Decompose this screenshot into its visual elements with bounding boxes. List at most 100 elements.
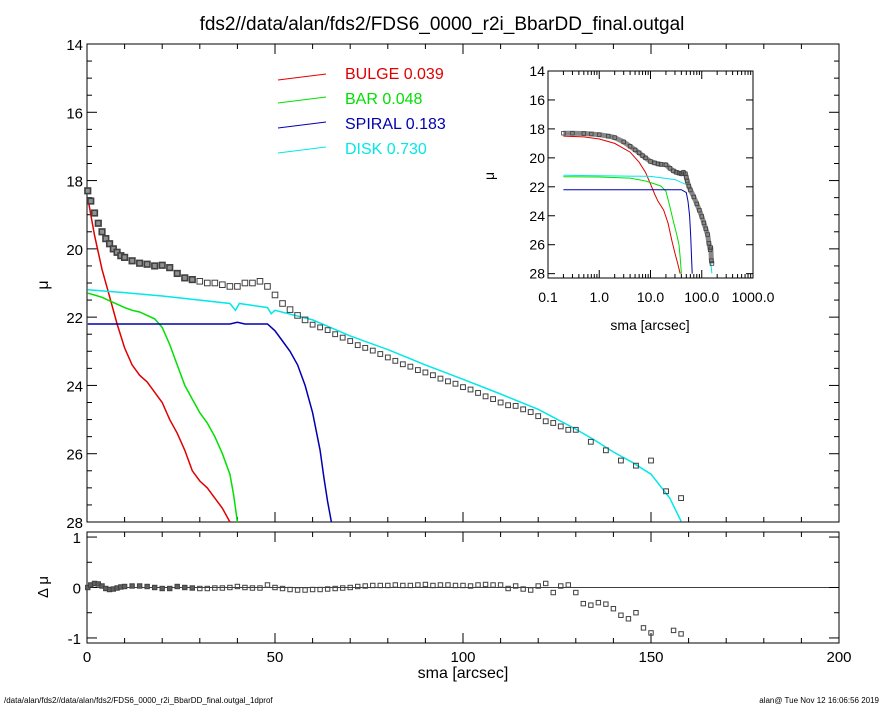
inset-data-point [597, 132, 602, 137]
main-data-point [158, 261, 166, 269]
inset-background [548, 71, 753, 278]
main-data-point [324, 327, 331, 334]
main-series-group [84, 187, 684, 523]
residual-data-point [362, 583, 368, 589]
residual-series-group [85, 580, 684, 637]
main-data-point [256, 277, 264, 285]
main-ytick-label: 24 [66, 378, 83, 395]
legend-label-spiral: SPIRAL 0.183 [345, 116, 446, 133]
residual-data-point [475, 582, 481, 588]
inset-series-bar [563, 176, 682, 274]
inset-data-point [655, 161, 661, 167]
legend-swatch-disk [277, 146, 327, 154]
main-data-point [678, 495, 684, 502]
inset-series-bulge [563, 135, 681, 274]
inset-ytick-label: 28 [529, 266, 545, 282]
main-data-point [437, 375, 444, 382]
legend-swatch-bar [277, 96, 327, 104]
inset-data-point [697, 208, 702, 213]
main-data-point [219, 281, 226, 289]
residual-data-point [242, 584, 248, 591]
residual-data-point [640, 625, 647, 631]
main-data-point [512, 403, 519, 409]
inset-data-point [691, 194, 697, 200]
residual-data-point [633, 610, 639, 616]
residual-data-point [550, 589, 556, 596]
residual-data-point [272, 584, 278, 591]
legend: BULGE 0.039 BAR 0.048 SPIRAL 0.183 DISK 0.7… [277, 66, 446, 158]
residual-data-point [422, 581, 429, 588]
inset-data-point [701, 220, 707, 226]
inset-xtick-label: 100.0 [684, 289, 719, 305]
residual-data-point [573, 589, 579, 596]
main-data-point [362, 344, 369, 351]
residual-data-point [648, 630, 654, 636]
residual-data-point [151, 584, 158, 591]
main-data-point [407, 363, 414, 370]
inset-ytick-label: 18 [529, 121, 545, 137]
residual-data-point [355, 583, 361, 590]
inset-data-point [688, 187, 693, 193]
main-data-point [94, 219, 102, 227]
residual-data-point [527, 587, 534, 593]
legend-label-disk: DISK 0.730 [345, 141, 427, 158]
residual-xtick-label: 150 [638, 649, 663, 666]
main-data-point [377, 351, 384, 357]
inset-data-point [627, 144, 633, 149]
residual-data-point [407, 582, 414, 589]
main-data-point [399, 361, 406, 368]
main-data-point [309, 321, 316, 328]
residual-data-point [294, 587, 301, 593]
main-data-point [482, 393, 489, 400]
inset-data-point [606, 133, 611, 139]
inset-xtick-label: 1.0 [590, 289, 610, 305]
residual-data-point [264, 582, 271, 588]
residual-x-axis-label: sma [arcsec] [418, 665, 509, 682]
residual-data-point [249, 585, 256, 591]
residual-x-axis: 0 50 100 150 200 [83, 532, 852, 666]
inset-data-point [699, 214, 704, 219]
inset-log-panel: 14 16 18 20 22 24 26 28 0.1 1.0 10.0 100.0 1000.0 μ… [481, 63, 775, 333]
inset-data-point [694, 201, 699, 207]
main-data-point [211, 279, 219, 287]
main-data-point [414, 367, 421, 373]
inset-ytick-label: 24 [529, 208, 545, 224]
inset-y-axis: 14 16 18 20 22 24 26 28 [529, 63, 753, 282]
residual-data-point [670, 627, 677, 634]
main-series-bar [87, 292, 239, 523]
residual-data-point [257, 585, 263, 591]
main-data-point [587, 438, 594, 445]
residual-data-point [490, 582, 496, 588]
inset-data-point [705, 232, 710, 237]
main-data-point [505, 402, 512, 409]
main-data-point [475, 390, 481, 396]
residual-panel: 10-1 0 50 100 150 200 Δ μ sma [arcsec] [35, 530, 852, 682]
residual-data-point [558, 583, 564, 589]
main-data-point [422, 369, 429, 376]
main-data-point [332, 331, 339, 338]
inset-data-point [706, 241, 712, 246]
residual-ytick-label: -1 [68, 631, 81, 648]
main-ytick-label: 22 [66, 310, 83, 327]
residual-data-point [279, 585, 286, 592]
main-data-point [633, 462, 639, 469]
main-data-point [527, 409, 534, 415]
inset-y-axis-label: μ [481, 172, 497, 180]
main-data-point [430, 372, 436, 379]
residual-data-point [317, 586, 323, 593]
residual-data-point [189, 585, 195, 591]
residual-data-point [339, 585, 346, 591]
main-data-point [354, 342, 361, 349]
main-data-point [294, 312, 301, 319]
inset-series-spiral [563, 189, 693, 274]
main-data-point [181, 274, 189, 282]
residual-data-point [144, 583, 150, 590]
residual-xtick-label: 200 [826, 649, 851, 666]
residual-data-point [332, 585, 338, 592]
inset-data-point [570, 131, 575, 136]
main-data-point [520, 406, 527, 413]
inset-data-point [636, 150, 642, 155]
residual-data-point [497, 582, 504, 588]
residual-data-point [121, 583, 128, 590]
